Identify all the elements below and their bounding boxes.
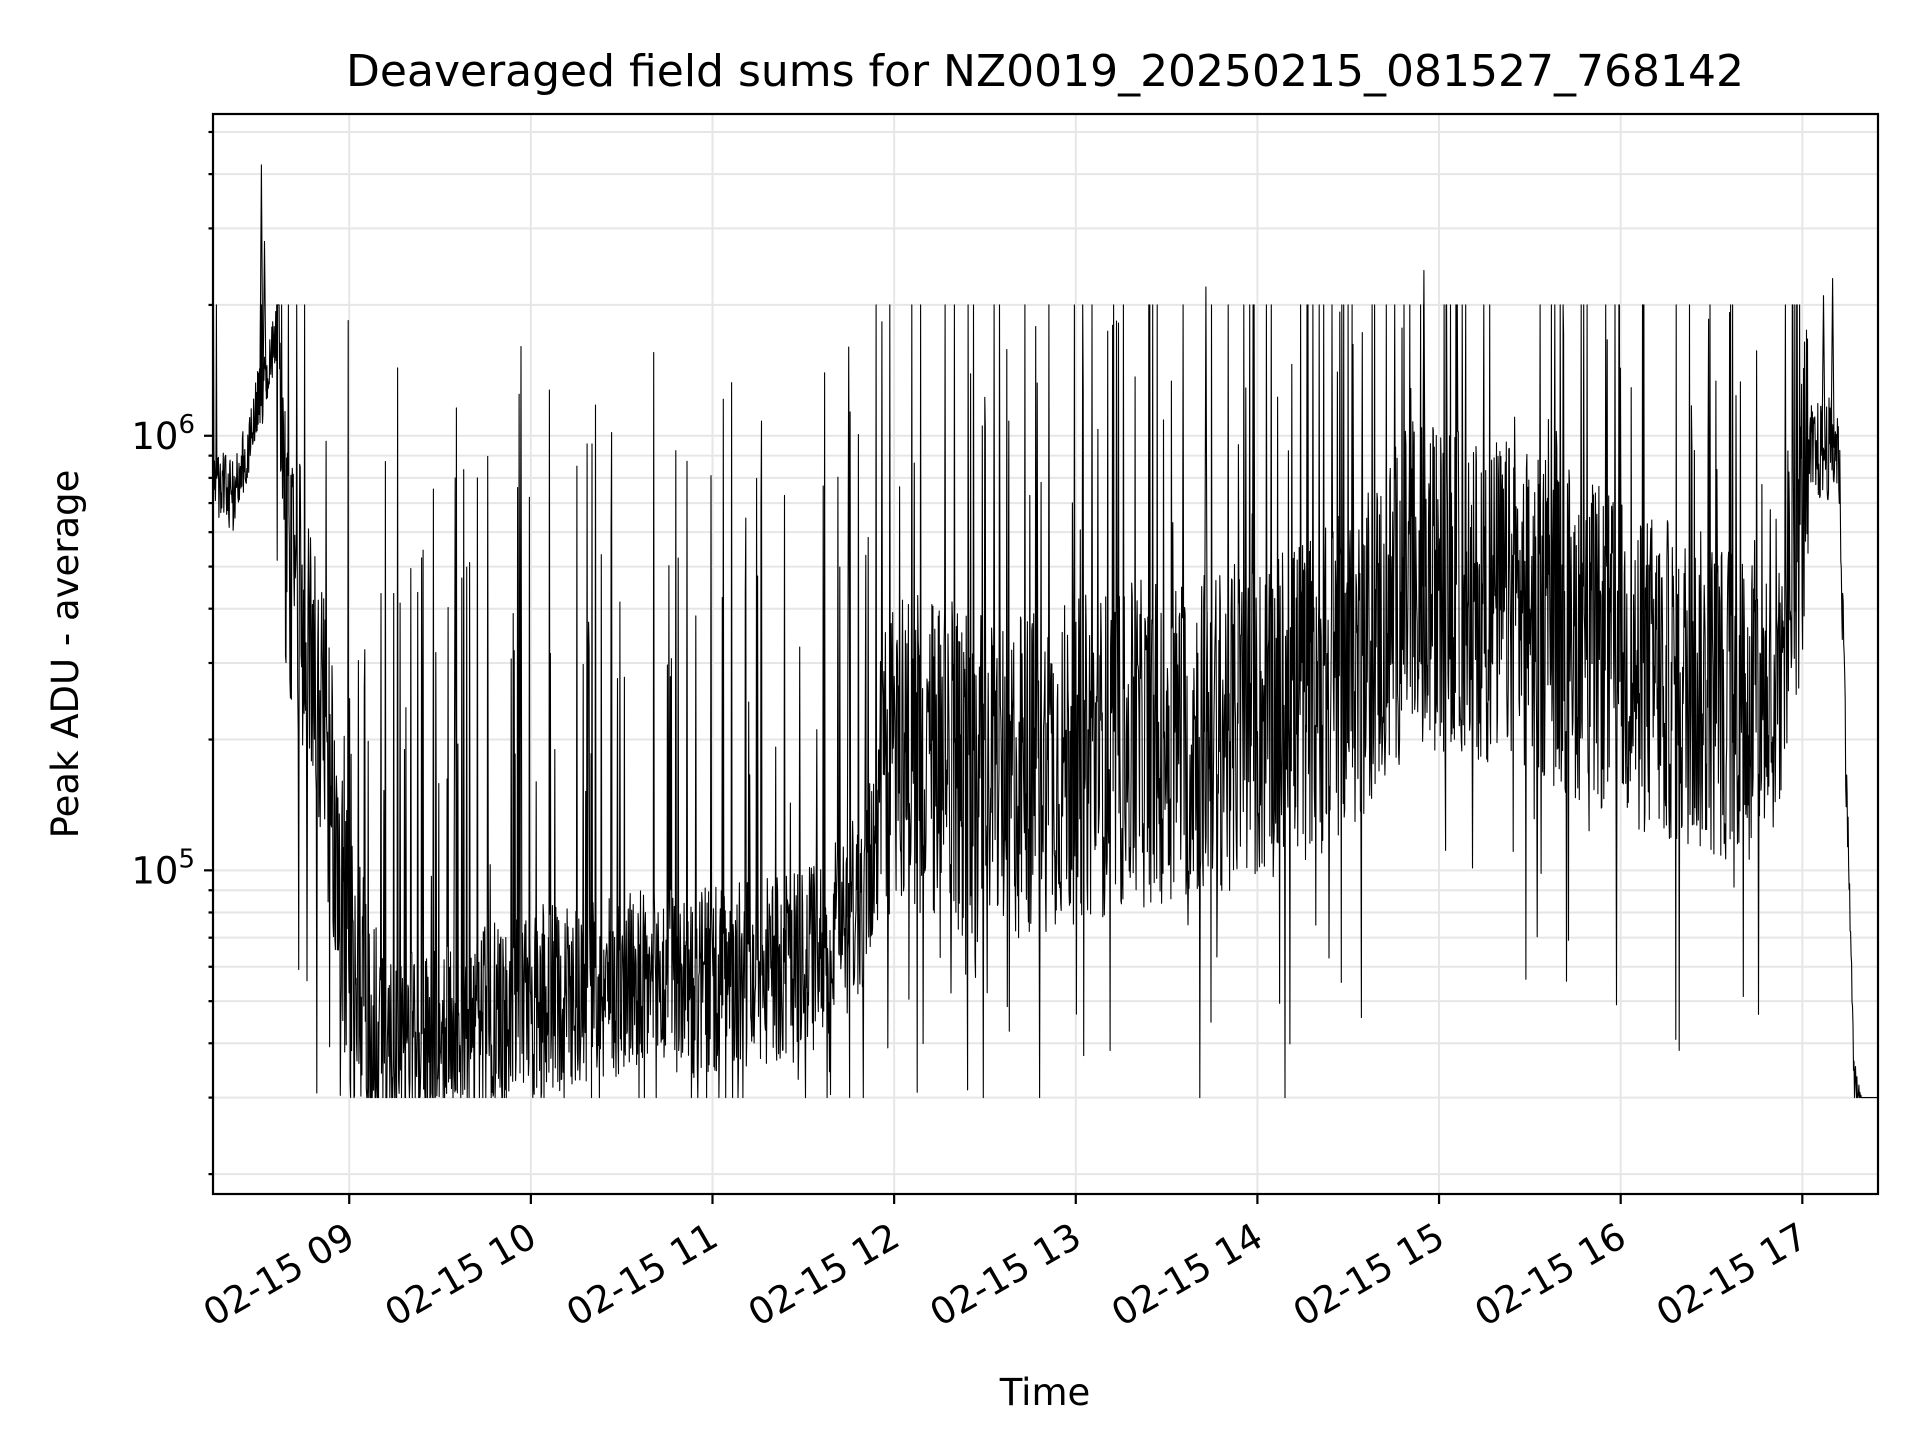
- series-spike: [453, 477, 458, 1037]
- series-spike: [1203, 286, 1208, 732]
- series-spike: [846, 346, 851, 918]
- y-tick-label: 105: [131, 844, 195, 892]
- series-line: [212, 304, 1879, 1099]
- series-spike: [259, 164, 264, 397]
- series-spike: [1421, 269, 1426, 587]
- plot-frame: [211, 112, 1880, 1196]
- series-spike: [262, 240, 267, 392]
- chart-title: Deaveraged field sums for NZ0019_2025021…: [346, 46, 1744, 97]
- y-axis-label: Peak ADU - average: [44, 470, 87, 839]
- series-spike: [1821, 295, 1826, 452]
- y-tick-label: 106: [131, 410, 195, 458]
- series-layer: [212, 164, 1879, 1099]
- series-spike: [1830, 278, 1835, 448]
- x-axis-label: Time: [999, 1371, 1091, 1414]
